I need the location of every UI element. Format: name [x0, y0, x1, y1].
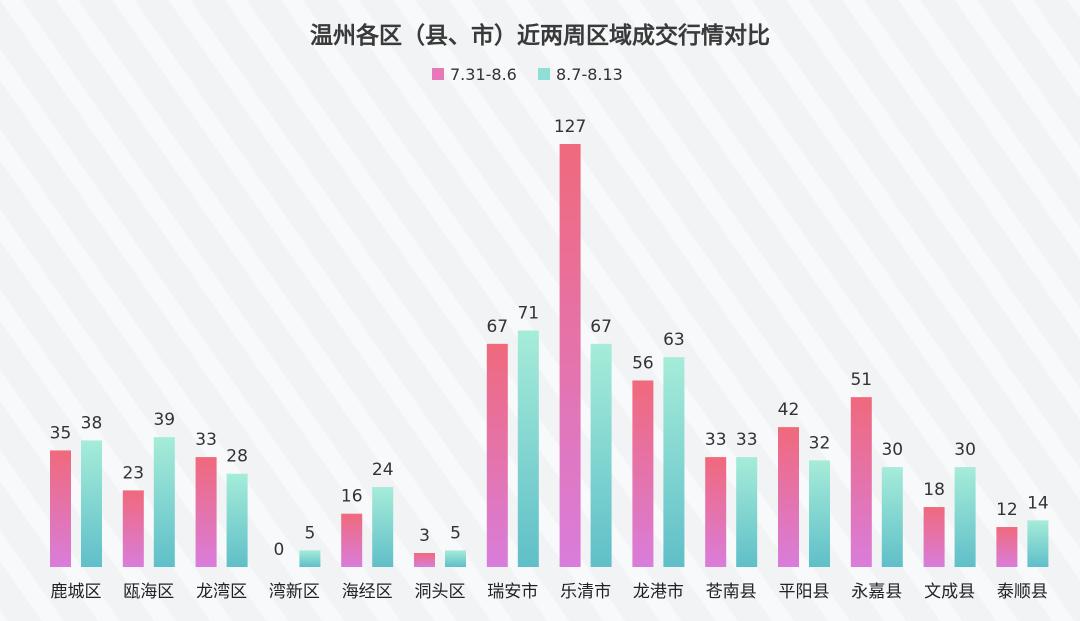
category-label-2: 瓯海区 [123, 582, 174, 602]
bar-series-1-11 [778, 427, 799, 567]
bar-series-1-6 [414, 553, 435, 567]
value-label-series-2-13: 30 [954, 440, 976, 460]
value-label-series-1-12: 51 [850, 370, 872, 390]
value-label-series-1-13: 18 [923, 480, 945, 500]
value-label-series-2-14: 14 [1027, 493, 1049, 513]
category-label-7: 瑞安市 [487, 582, 538, 602]
value-label-series-2-5: 24 [372, 460, 394, 480]
value-label-series-1-14: 12 [996, 500, 1018, 520]
value-label-series-1-7: 67 [486, 317, 508, 337]
bar-series-1-10 [705, 457, 727, 567]
value-label-series-2-11: 32 [809, 433, 831, 453]
bar-series-2-10 [736, 457, 758, 567]
bar-series-2-6 [445, 550, 466, 567]
bar-series-2-12 [881, 467, 903, 567]
value-label-series-1-11: 42 [778, 400, 800, 420]
value-label-series-1-10: 33 [705, 430, 727, 450]
bar-series-1-5 [341, 513, 363, 567]
bar-series-1-1 [50, 450, 71, 567]
bar-series-2-4 [299, 550, 321, 567]
value-label-series-2-4: 5 [304, 523, 315, 543]
bar-series-2-1 [81, 440, 102, 567]
value-label-series-2-8: 67 [590, 317, 612, 337]
category-label-9: 龙港市 [633, 582, 684, 602]
category-labels-layer: 鹿城区 瓯海区 龙湾区 湾新区 海经区 洞头区 瑞安市 乐清市 龙港市 苍南县 平阳县 永嘉县 文成县 泰… [51, 582, 1048, 602]
legend-label-series-1: 7.31-8.6 [450, 65, 517, 84]
bar-series-1-12 [850, 397, 872, 567]
value-label-series-1-2: 23 [122, 463, 144, 483]
value-label-series-1-5: 16 [341, 487, 363, 507]
value-label-series-2-12: 30 [881, 440, 903, 460]
value-label-series-1-6: 3 [419, 526, 430, 546]
value-label-series-2-6: 5 [450, 523, 461, 543]
bar-series-2-14 [1027, 520, 1049, 567]
category-label-4: 湾新区 [269, 582, 320, 602]
value-label-series-2-2: 39 [153, 410, 175, 430]
bar-series-1-7 [486, 343, 508, 567]
legend-swatch-series-2 [538, 68, 550, 80]
legend-label-series-2: 8.7-8.13 [556, 65, 623, 84]
bar-series-1-8 [559, 144, 581, 567]
value-label-series-2-7: 71 [517, 304, 539, 324]
bar-series-2-11 [809, 460, 830, 567]
value-label-series-1-1: 35 [50, 423, 72, 443]
value-label-series-1-3: 33 [195, 430, 217, 450]
bar-series-2-7 [517, 330, 539, 567]
category-label-5: 海经区 [342, 582, 393, 602]
bar-series-1-2 [122, 490, 144, 567]
bar-series-2-5 [372, 487, 394, 567]
legend: 7.31-8.6 8.7-8.13 [432, 65, 623, 84]
category-label-11: 平阳县 [779, 582, 830, 602]
value-label-series-2-9: 63 [663, 330, 685, 350]
bar-series-1-14 [996, 527, 1018, 567]
category-label-1: 鹿城区 [51, 582, 102, 602]
bar-series-2-2 [153, 437, 175, 567]
bar-series-2-13 [954, 467, 976, 567]
bar-series-1-9 [632, 380, 654, 567]
value-label-series-2-1: 38 [81, 413, 103, 433]
category-label-12: 永嘉县 [851, 582, 902, 602]
category-label-8: 乐清市 [560, 582, 611, 602]
value-label-series-1-9: 56 [632, 353, 654, 373]
category-label-13: 文成县 [924, 582, 975, 602]
bar-series-2-8 [590, 343, 612, 567]
category-label-6: 洞头区 [415, 582, 466, 602]
bar-series-1-3 [195, 457, 217, 567]
bars-layer [50, 144, 1049, 567]
legend-swatch-series-1 [432, 68, 444, 80]
chart-title: 温州各区（县、市）近两周区域成交行情对比 [310, 22, 770, 49]
category-label-3: 龙湾区 [196, 582, 247, 602]
value-label-series-2-3: 28 [226, 447, 248, 467]
bar-series-1-13 [923, 507, 945, 567]
value-label-series-1-4: 0 [273, 540, 284, 560]
category-label-14: 泰顺县 [997, 582, 1048, 602]
bar-series-2-9 [663, 357, 685, 567]
category-label-10: 苍南县 [706, 582, 757, 602]
value-label-series-2-10: 33 [736, 430, 758, 450]
bar-series-2-3 [226, 473, 248, 567]
value-label-series-1-8: 127 [554, 117, 586, 137]
